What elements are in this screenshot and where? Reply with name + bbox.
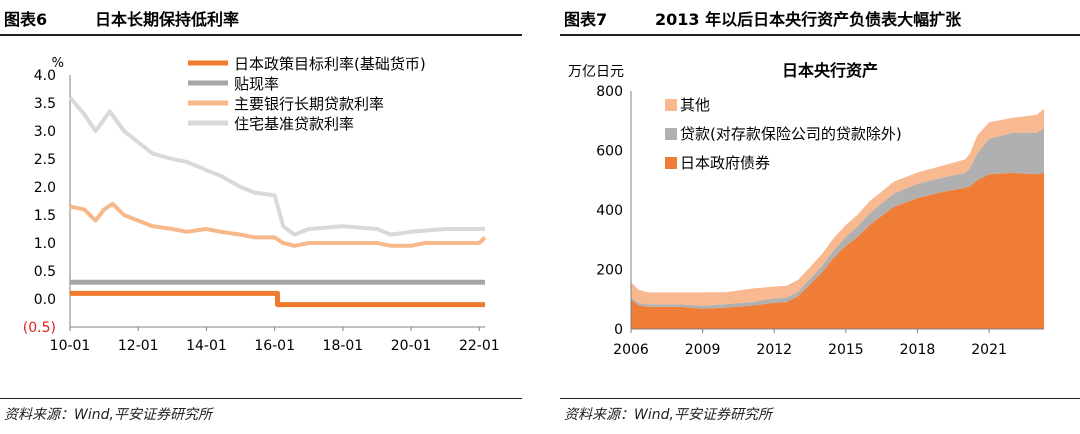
- left-y-tick-label: 2.0: [34, 180, 56, 196]
- right-chart-title: 日本央行资产: [782, 61, 878, 80]
- right-area-2: [631, 128, 1044, 309]
- left-y-tick-label: 0.0: [34, 292, 56, 308]
- left-legend-label: 主要银行长期贷款利率: [234, 95, 384, 113]
- right-x-tick-label: 2021: [971, 342, 1007, 358]
- left-bottom-rule: [0, 398, 522, 399]
- right-x-tick-label: 2009: [685, 342, 721, 358]
- left-series-line-4: [68, 96, 485, 237]
- right-legend-swatch: [665, 128, 677, 140]
- right-bottom-rule: [560, 398, 1080, 399]
- right-area-3: [631, 108, 1044, 306]
- left-x-tick-label: 12-01: [118, 338, 159, 354]
- right-y-tick-label: 200: [596, 263, 623, 279]
- left-y-tick-label: 1.0: [34, 236, 56, 252]
- right-x-tick-label: 2006: [613, 342, 649, 358]
- right-legend-label: 日本政府债券: [680, 154, 770, 172]
- right-figure-label: 图表7: [564, 10, 608, 29]
- left-top-rule: [0, 34, 522, 36]
- left-legend-label: 贴现率: [234, 75, 279, 93]
- left-y-tick-label: 3.0: [34, 124, 56, 140]
- right-source-note: 资料来源：Wind,平安证券研究所: [564, 407, 772, 423]
- left-figure-title: 日本长期保持低利率: [95, 10, 240, 29]
- right-y-tick-label: 600: [596, 144, 623, 160]
- right-x-tick-label: 2015: [828, 342, 864, 358]
- left-x-tick-label: 16-01: [254, 338, 295, 354]
- left-y-tick-label: 1.5: [34, 208, 56, 224]
- right-y-tick-label: 800: [596, 84, 623, 100]
- left-y-unit: %: [52, 56, 64, 71]
- left-x-tick-label: 14-01: [186, 338, 227, 354]
- left-figure-label: 图表6: [4, 10, 48, 29]
- right-y-tick-label: 400: [596, 203, 623, 219]
- left-series-line-1: [70, 290, 485, 308]
- left-x-tick-label: 20-01: [391, 338, 432, 354]
- right-x-tick-label: 2012: [756, 342, 792, 358]
- right-legend-label: 其他: [680, 96, 710, 114]
- left-y-tick-label: 2.5: [34, 152, 56, 168]
- left-y-tick-label: 3.5: [34, 96, 56, 112]
- right-legend-swatch: [665, 99, 677, 111]
- right-top-rule: [560, 34, 1080, 36]
- left-x-tick-label: 22-01: [459, 338, 500, 354]
- right-legend-swatch: [665, 157, 677, 169]
- left-rate-chart: %4.0 3.5 3.0 2.5 2.0 1.5 1.0 0.5 0.0 (0.5) 10-01 12…: [23, 55, 500, 354]
- left-x-tick-label: 18-01: [323, 338, 364, 354]
- right-y-tick-label: 0: [614, 322, 623, 338]
- left-legend-label: 住宅基准贷款利率: [234, 115, 354, 133]
- right-x-tick-label: 2018: [900, 342, 936, 358]
- left-source-note: 资料来源：Wind,平安证券研究所: [4, 407, 212, 423]
- left-y-tick-label: 0.5: [34, 264, 56, 280]
- left-figure-panel: 图表6 日本长期保持低利率 % 4.0 3.5 3.0 2.5 2.0 1.5 1.0 0.5 0…: [0, 0, 522, 434]
- right-figure-title: 2013 年以后日本央行资产负债表大幅扩张: [655, 10, 962, 29]
- right-assets-chart: 万亿日元 日本央行资产 800 600 400 200 0 2006 2009 2012 2015 2…: [568, 61, 1044, 358]
- right-figure-panel: 图表7 2013 年以后日本央行资产负债表大幅扩张 万亿日元 日本央行资产 800 6…: [560, 0, 1080, 434]
- right-area-1: [631, 172, 1044, 329]
- right-y-unit: 万亿日元: [568, 64, 624, 80]
- left-x-tick-label: 10-01: [50, 338, 91, 354]
- right-legend-label: 贷款(对存款保险公司的贷款除外): [680, 125, 902, 143]
- left-series-line-3: [69, 201, 487, 248]
- left-y-tick-label: 4.0: [34, 68, 56, 84]
- left-legend-label: 日本政策目标利率(基础货币): [234, 55, 426, 73]
- left-y-tick-label: (0.5): [23, 320, 56, 336]
